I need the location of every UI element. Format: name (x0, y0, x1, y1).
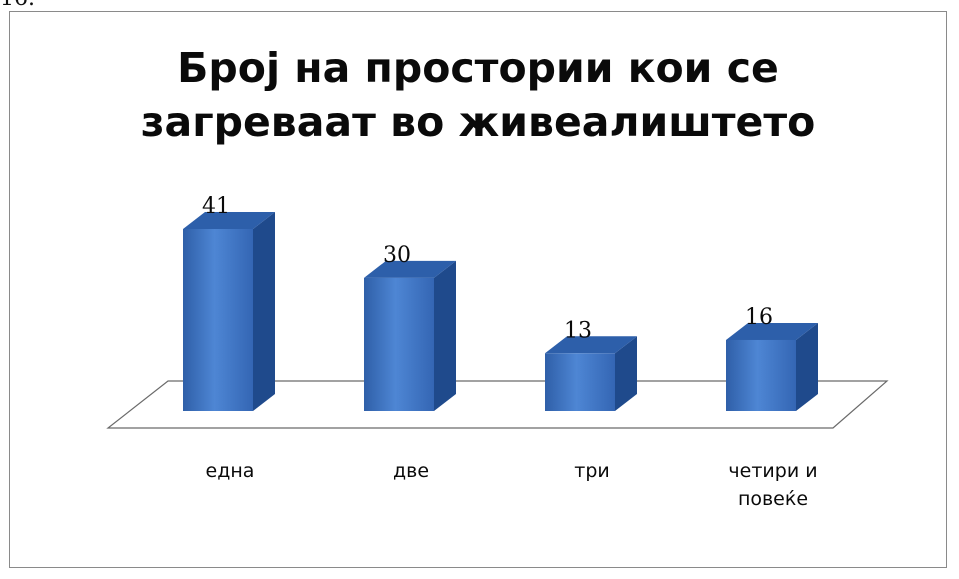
chart-title: Број на простории кои се загреваат во жив… (141, 44, 816, 146)
bar-1 (183, 229, 253, 411)
value-labels: 41 30 13 16 (202, 194, 773, 343)
top-fragment: 16. (0, 0, 35, 11)
category-label-3: три (574, 460, 609, 482)
bar-side-1 (253, 212, 275, 411)
chart-title-line-2: загреваат во живеалиштето (141, 98, 816, 146)
bar-top-4 (726, 322, 818, 340)
bar-side-3 (615, 336, 637, 411)
value-label-3: 13 (564, 318, 592, 343)
bar-top-3 (545, 336, 637, 354)
bar-2 (364, 277, 434, 411)
chart-title-line-1: Број на простории кои се (177, 44, 779, 92)
bar-side-2 (434, 260, 456, 411)
bar-4 (726, 339, 796, 411)
category-label-1: една (206, 460, 255, 482)
bar-side-4 (796, 322, 818, 411)
bar-top-1 (183, 212, 275, 229)
chart-floor-plane (106, 380, 889, 429)
category-label-2: две (393, 460, 429, 482)
bar-top-2 (364, 260, 456, 278)
value-label-4: 16 (745, 305, 773, 330)
category-label-4-line-2: повеќе (738, 488, 808, 510)
chart-frame (9, 11, 947, 568)
category-labels: една две три четири и повеќе (206, 460, 818, 510)
bar-3 (545, 353, 615, 411)
value-label-1: 41 (202, 194, 230, 219)
chart-floor (106, 380, 889, 429)
bars (183, 212, 818, 411)
value-label-2: 30 (383, 243, 411, 268)
category-label-4-line-1: четири и (728, 460, 817, 482)
